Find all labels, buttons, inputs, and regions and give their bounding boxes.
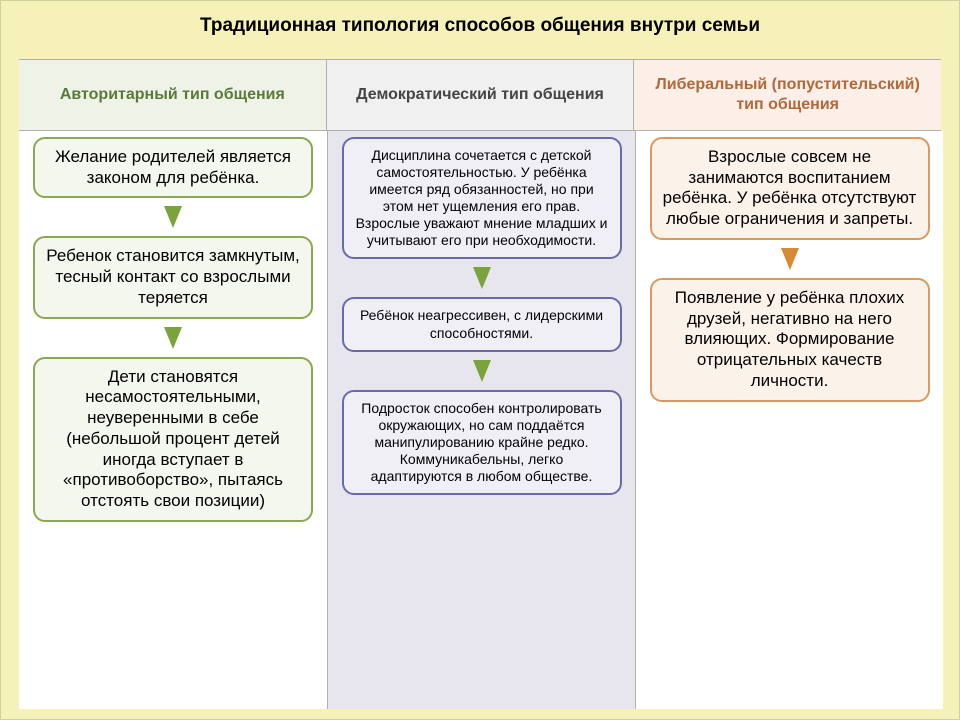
box-auth-2: Дети становятся несамостоятельными, неув… — [33, 357, 313, 522]
column-header-lib: Либеральный (попустительский) тип общени… — [633, 60, 941, 130]
box-auth-1: Ребенок становится замкнутым, тесный кон… — [33, 236, 313, 318]
column-auth: Желание родителей является законом для р… — [19, 131, 327, 709]
arrow-down-icon — [473, 267, 491, 289]
page-title: Традиционная типология способов общения … — [1, 15, 959, 37]
column-lib: Взрослые совсем не занимаются воспитание… — [635, 131, 943, 709]
arrow-down-icon — [164, 327, 182, 349]
arrow-down-icon — [164, 206, 182, 228]
column-demo: Дисциплина сочетается с детской самостоя… — [327, 131, 635, 709]
box-demo-0: Дисциплина сочетается с детской самостоя… — [342, 137, 622, 259]
header-row: Авторитарный тип общенияДемократический … — [19, 59, 941, 131]
box-demo-2: Подросток способен контролировать окружа… — [342, 390, 622, 495]
column-header-auth: Авторитарный тип общения — [19, 60, 326, 130]
page: Традиционная типология способов общения … — [0, 0, 960, 720]
box-lib-1: Появление у ребёнка плохих друзей, негат… — [650, 278, 930, 402]
box-auth-0: Желание родителей является законом для р… — [33, 137, 313, 198]
arrow-down-icon — [781, 248, 799, 270]
arrow-down-icon — [473, 360, 491, 382]
box-lib-0: Взрослые совсем не занимаются воспитание… — [650, 137, 930, 240]
box-demo-1: Ребёнок неагрессивен, с лидерскими спосо… — [342, 297, 622, 351]
column-header-demo: Демократический тип общения — [326, 60, 634, 130]
